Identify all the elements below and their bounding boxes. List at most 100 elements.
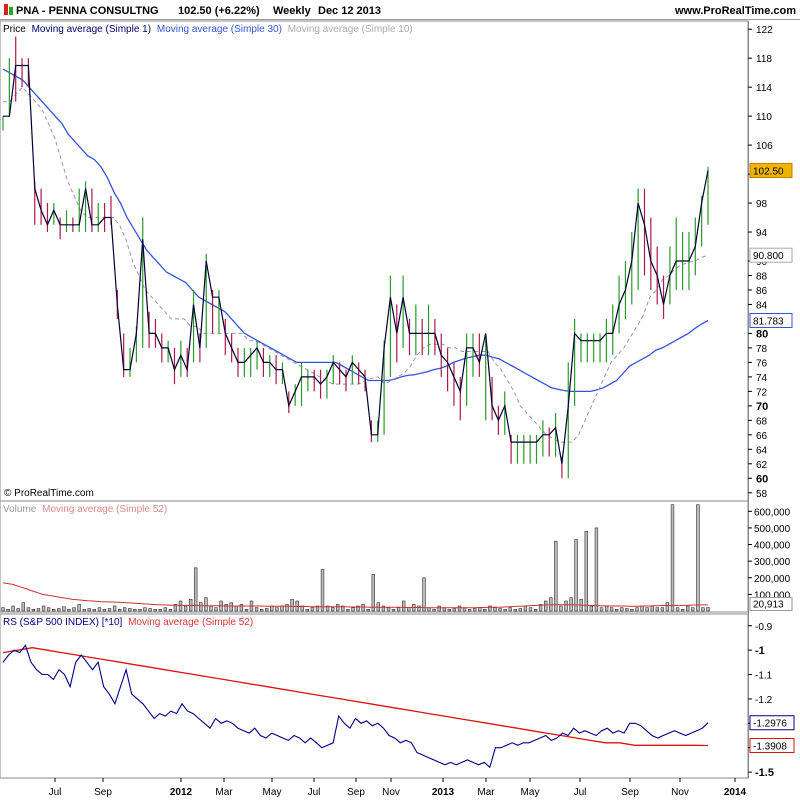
rs-tick-label: -0.9 [755, 622, 773, 633]
copyright: © ProRealTime.com [4, 488, 94, 499]
volume-bar [472, 608, 477, 612]
volume-bar [16, 608, 20, 612]
volume-bar [11, 605, 15, 612]
x-tick-label: Nov [382, 787, 400, 798]
last-rs-ma-label-box [749, 737, 795, 753]
price-tick-label: 58 [756, 489, 768, 500]
volume-bar [315, 605, 320, 612]
volume-bar [691, 607, 695, 612]
volume-bar [701, 607, 705, 612]
legend-rs-ma: Moving average (Simple 52) [128, 617, 253, 628]
ma30-series [2, 68, 709, 393]
price-tick-label: 68 [756, 416, 768, 427]
volume-bar [178, 600, 183, 612]
volume-bar [229, 602, 233, 612]
x-tick-label: Sep [94, 787, 112, 798]
volume-bar [366, 608, 370, 612]
ma30-line [2, 68, 709, 393]
x-tick-label: 2014 [724, 787, 747, 798]
volume-bar [77, 604, 81, 612]
volume-bar [478, 607, 482, 612]
volume-bar [1, 607, 5, 612]
price-tick-label: 76 [756, 358, 768, 369]
volume-bar [158, 608, 162, 612]
volume-bar [635, 607, 639, 612]
volume-bar [680, 608, 685, 612]
rs-line [2, 644, 709, 769]
volume-bar [62, 606, 66, 612]
volume-bar [310, 607, 315, 612]
volume-bar [599, 607, 604, 612]
legend-ma10: Moving average (Simple 10) [288, 24, 413, 35]
x-tick-label: May [263, 787, 282, 798]
volume-bar [199, 602, 203, 612]
volume-bar [107, 608, 112, 612]
x-tick-label: Nov [671, 787, 689, 798]
volume-bar [604, 605, 609, 612]
volume-bar [503, 608, 507, 612]
volume-bar [320, 569, 325, 612]
x-tick-label: Jul [49, 787, 62, 798]
volume-bar [391, 608, 396, 612]
volume-bar [696, 504, 700, 612]
volume-bar [630, 608, 634, 612]
x-tick-label: Jul [308, 787, 321, 798]
volume-bar [194, 567, 198, 612]
rs-panel[interactable] [0, 613, 749, 779]
price-tick-label: 84 [756, 300, 768, 311]
x-tick-label: Sep [347, 787, 365, 798]
volume-bar [244, 608, 249, 612]
volume-bar [447, 608, 451, 612]
volume-bar [264, 608, 269, 612]
volume-bar [270, 605, 274, 612]
header-site[interactable]: www.ProRealTime.com [674, 5, 796, 17]
volume-bar [183, 605, 188, 612]
volume-bar [173, 604, 178, 612]
last-rs-label-box [749, 715, 795, 731]
volume-tick-label: 600,000 [754, 507, 791, 518]
volume-bar [46, 607, 51, 612]
volume-bar [518, 608, 523, 612]
volume-ma-series [2, 582, 708, 609]
volume-bar [594, 527, 599, 612]
volume-bar [239, 604, 244, 612]
volume-bar [483, 608, 487, 612]
rs-legend: RS (S&P 500 INDEX) [*10] Moving average … [3, 617, 253, 628]
legend-price: Price [3, 24, 26, 35]
x-axis: Jul Sep 2012 Mar May Jul Sep Nov 2013 Mar May Jul Se… [49, 778, 747, 798]
last-ma30-label: 81.783 [753, 317, 784, 328]
price-tick-label: 110 [756, 112, 772, 123]
volume-bar [143, 607, 147, 612]
volume-ma-line [2, 582, 708, 609]
price-tick-label: 62 [756, 460, 768, 471]
volume-bar [401, 600, 406, 612]
volume-bar [41, 605, 46, 612]
volume-axis: 600,000 500,000 400,000 300,000 200,000 100,0… [748, 507, 791, 601]
volume-bar [133, 608, 137, 612]
volume-bar [625, 608, 629, 612]
volume-bar [670, 504, 675, 612]
x-tick-label: Jul [574, 787, 587, 798]
volume-bar [620, 607, 624, 612]
volume-bar [102, 608, 107, 612]
price-panel[interactable] [0, 20, 749, 502]
volume-bar [330, 607, 335, 612]
volume-bar [523, 605, 528, 612]
header-period: Weekly [273, 5, 312, 17]
volume-bar [148, 608, 152, 612]
price-legend: Price Moving average (Simple 1) Moving a… [3, 24, 413, 35]
volume-bar [168, 608, 173, 612]
volume-bar [254, 607, 259, 612]
volume-bar [153, 608, 157, 612]
last-ma30-label-box [749, 313, 793, 329]
volume-bar [640, 605, 644, 612]
x-tick-label: May [521, 787, 540, 798]
volume-bar [660, 607, 665, 612]
volume-bar [614, 608, 619, 612]
volume-bar [224, 604, 228, 612]
volume-bar [285, 604, 289, 612]
legend-ma1: Moving average (Simple 1) [32, 24, 152, 35]
volume-bar [528, 607, 533, 612]
volume-bar [31, 608, 36, 612]
price-tick-label: 72 [756, 387, 768, 398]
